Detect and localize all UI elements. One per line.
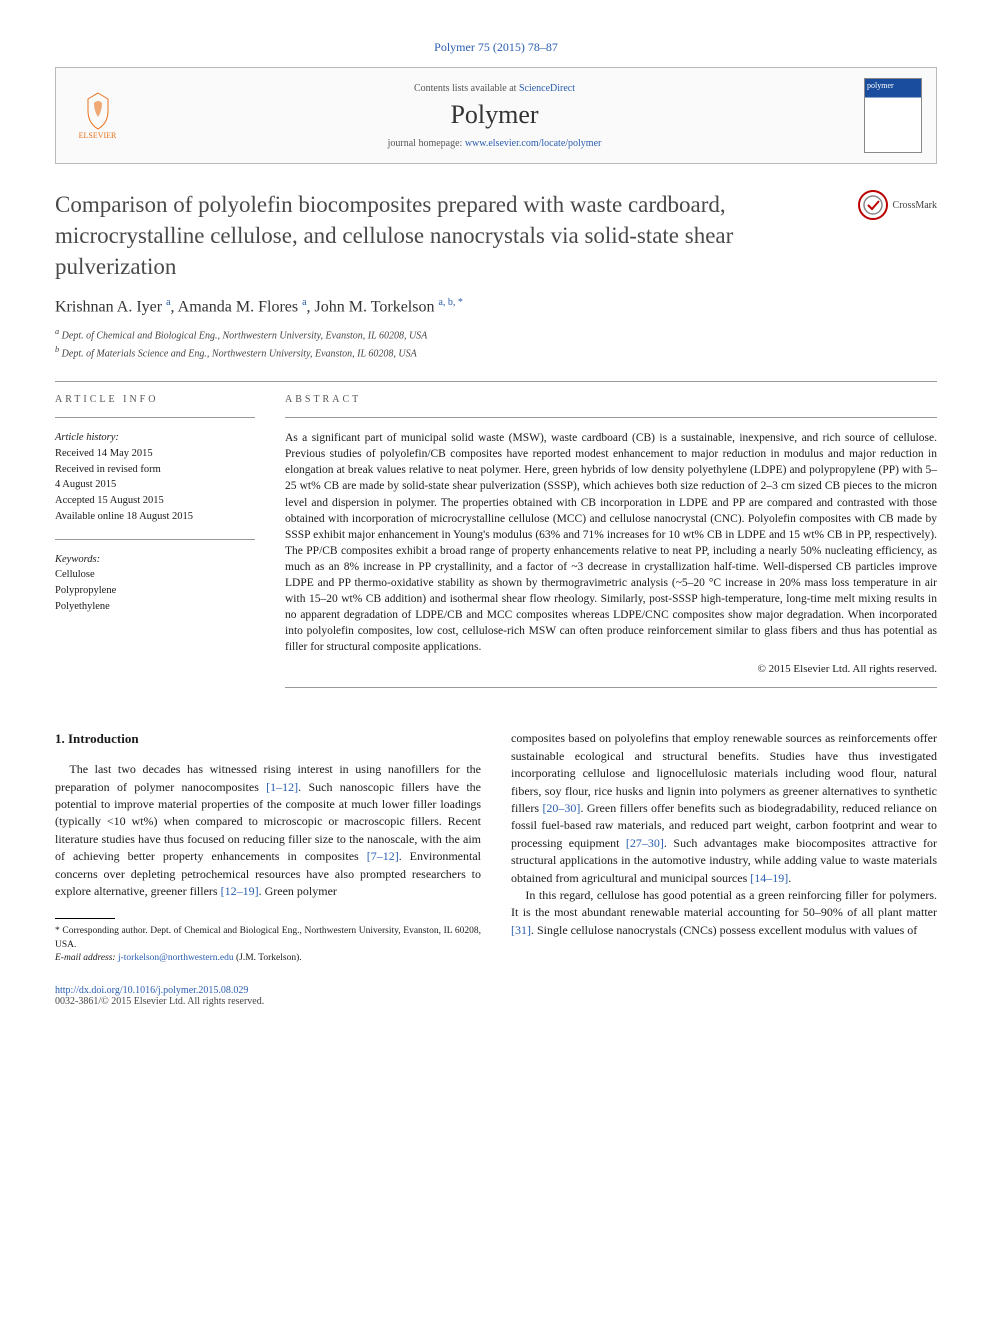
elsevier-logo: ELSEVIER [70, 86, 125, 146]
journal-cover-thumb: polymer [864, 78, 922, 153]
journal-homepage-link[interactable]: www.elsevier.com/locate/polymer [465, 138, 602, 149]
citation-ref[interactable]: [31] [511, 923, 531, 937]
keyword: Polyethylene [55, 599, 255, 615]
article-title: Comparison of polyolefin biocomposites p… [55, 189, 837, 282]
article-info-column: ARTICLE INFO Article history: Received 1… [55, 394, 255, 700]
abstract-copyright: © 2015 Elsevier Ltd. All rights reserved… [285, 663, 937, 675]
history-line: Received in revised form [55, 462, 255, 478]
citation-ref[interactable]: [12–19] [221, 884, 259, 898]
citation-line: Polymer 75 (2015) 78–87 [55, 40, 937, 55]
citation-ref[interactable]: [14–19] [750, 871, 788, 885]
body-column-right: composites based on polyolefins that emp… [511, 730, 937, 965]
history-line: Accepted 15 August 2015 [55, 493, 255, 509]
history-line: Available online 18 August 2015 [55, 509, 255, 525]
abstract-text: As a significant part of municipal solid… [285, 430, 937, 655]
body-column-left: 1. Introduction The last two decades has… [55, 730, 481, 965]
author-list: Krishnan A. Iyer a, Amanda M. Flores a, … [55, 297, 937, 316]
abstract-column: ABSTRACT As a significant part of munici… [285, 394, 937, 700]
citation-ref[interactable]: [27–30] [626, 836, 664, 850]
contents-available-line: Contents lists available at ScienceDirec… [125, 83, 864, 94]
affiliation-line: b Dept. of Materials Science and Eng., N… [55, 344, 937, 361]
journal-name: Polymer [125, 100, 864, 130]
citation-ref[interactable]: [20–30] [542, 801, 580, 815]
journal-header-box: ELSEVIER Contents lists available at Sci… [55, 67, 937, 164]
journal-homepage-line: journal homepage: www.elsevier.com/locat… [125, 138, 864, 149]
article-history-label: Article history: [55, 430, 255, 446]
history-line: Received 14 May 2015 [55, 446, 255, 462]
issn-copyright: 0032-3861/© 2015 Elsevier Ltd. All right… [55, 996, 937, 1007]
citation-ref[interactable]: [7–12] [367, 849, 399, 863]
body-paragraph: composites based on polyolefins that emp… [511, 730, 937, 887]
footnote-separator [55, 918, 115, 919]
doi-link[interactable]: http://dx.doi.org/10.1016/j.polymer.2015… [55, 985, 937, 996]
divider [55, 381, 937, 382]
corresponding-email-link[interactable]: j-torkelson@northwestern.edu [118, 953, 234, 963]
email-footnote: E-mail address: j-torkelson@northwestern… [55, 952, 481, 965]
affiliations: a Dept. of Chemical and Biological Eng.,… [55, 326, 937, 361]
crossmark-badge[interactable]: CrossMark [857, 189, 937, 221]
section-1-heading: 1. Introduction [55, 730, 481, 749]
history-line: 4 August 2015 [55, 477, 255, 493]
article-info-heading: ARTICLE INFO [55, 394, 255, 405]
keyword: Polypropylene [55, 583, 255, 599]
elsevier-text: ELSEVIER [79, 131, 117, 140]
keywords-label: Keywords: [55, 552, 255, 568]
sciencedirect-link[interactable]: ScienceDirect [519, 83, 575, 94]
body-paragraph: The last two decades has witnessed risin… [55, 761, 481, 900]
corresponding-author-footnote: * Corresponding author. Dept. of Chemica… [55, 925, 481, 952]
body-paragraph: In this regard, cellulose has good poten… [511, 887, 937, 939]
abstract-heading: ABSTRACT [285, 394, 937, 405]
keyword: Cellulose [55, 567, 255, 583]
affiliation-line: a Dept. of Chemical and Biological Eng.,… [55, 326, 937, 343]
citation-ref[interactable]: [1–12] [266, 780, 298, 794]
crossmark-label: CrossMark [893, 200, 937, 211]
